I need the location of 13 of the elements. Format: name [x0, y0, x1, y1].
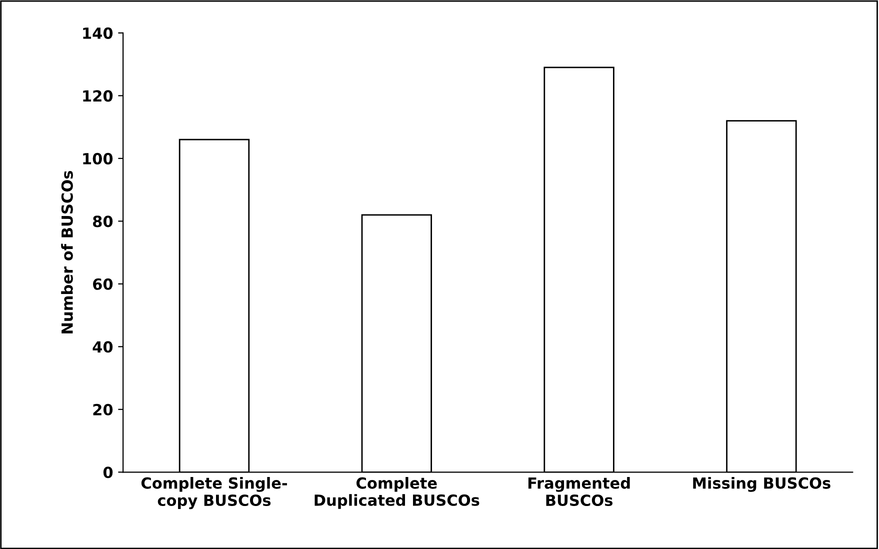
- x-tick-label: Missing BUSCOs: [693, 477, 830, 492]
- y-tick-label: 60: [93, 278, 113, 290]
- y-tick-label: 140: [83, 27, 113, 39]
- y-tick-label: 20: [93, 404, 113, 416]
- y-tick-label: 100: [83, 152, 113, 164]
- y-tick-label: 120: [83, 90, 113, 102]
- y-tick-label: 80: [93, 216, 113, 228]
- y-tick-label: 40: [92, 341, 113, 353]
- x-tick-label: Complete Duplicated BUSCOs: [314, 477, 480, 509]
- y-tick-label: 0: [103, 466, 113, 478]
- x-tick-label: Complete Single- copy BUSCOs: [141, 477, 287, 510]
- x-tick-label: Fragmented BUSCOs: [528, 477, 630, 506]
- y-axis-title: Number of BUSCOs: [61, 170, 73, 334]
